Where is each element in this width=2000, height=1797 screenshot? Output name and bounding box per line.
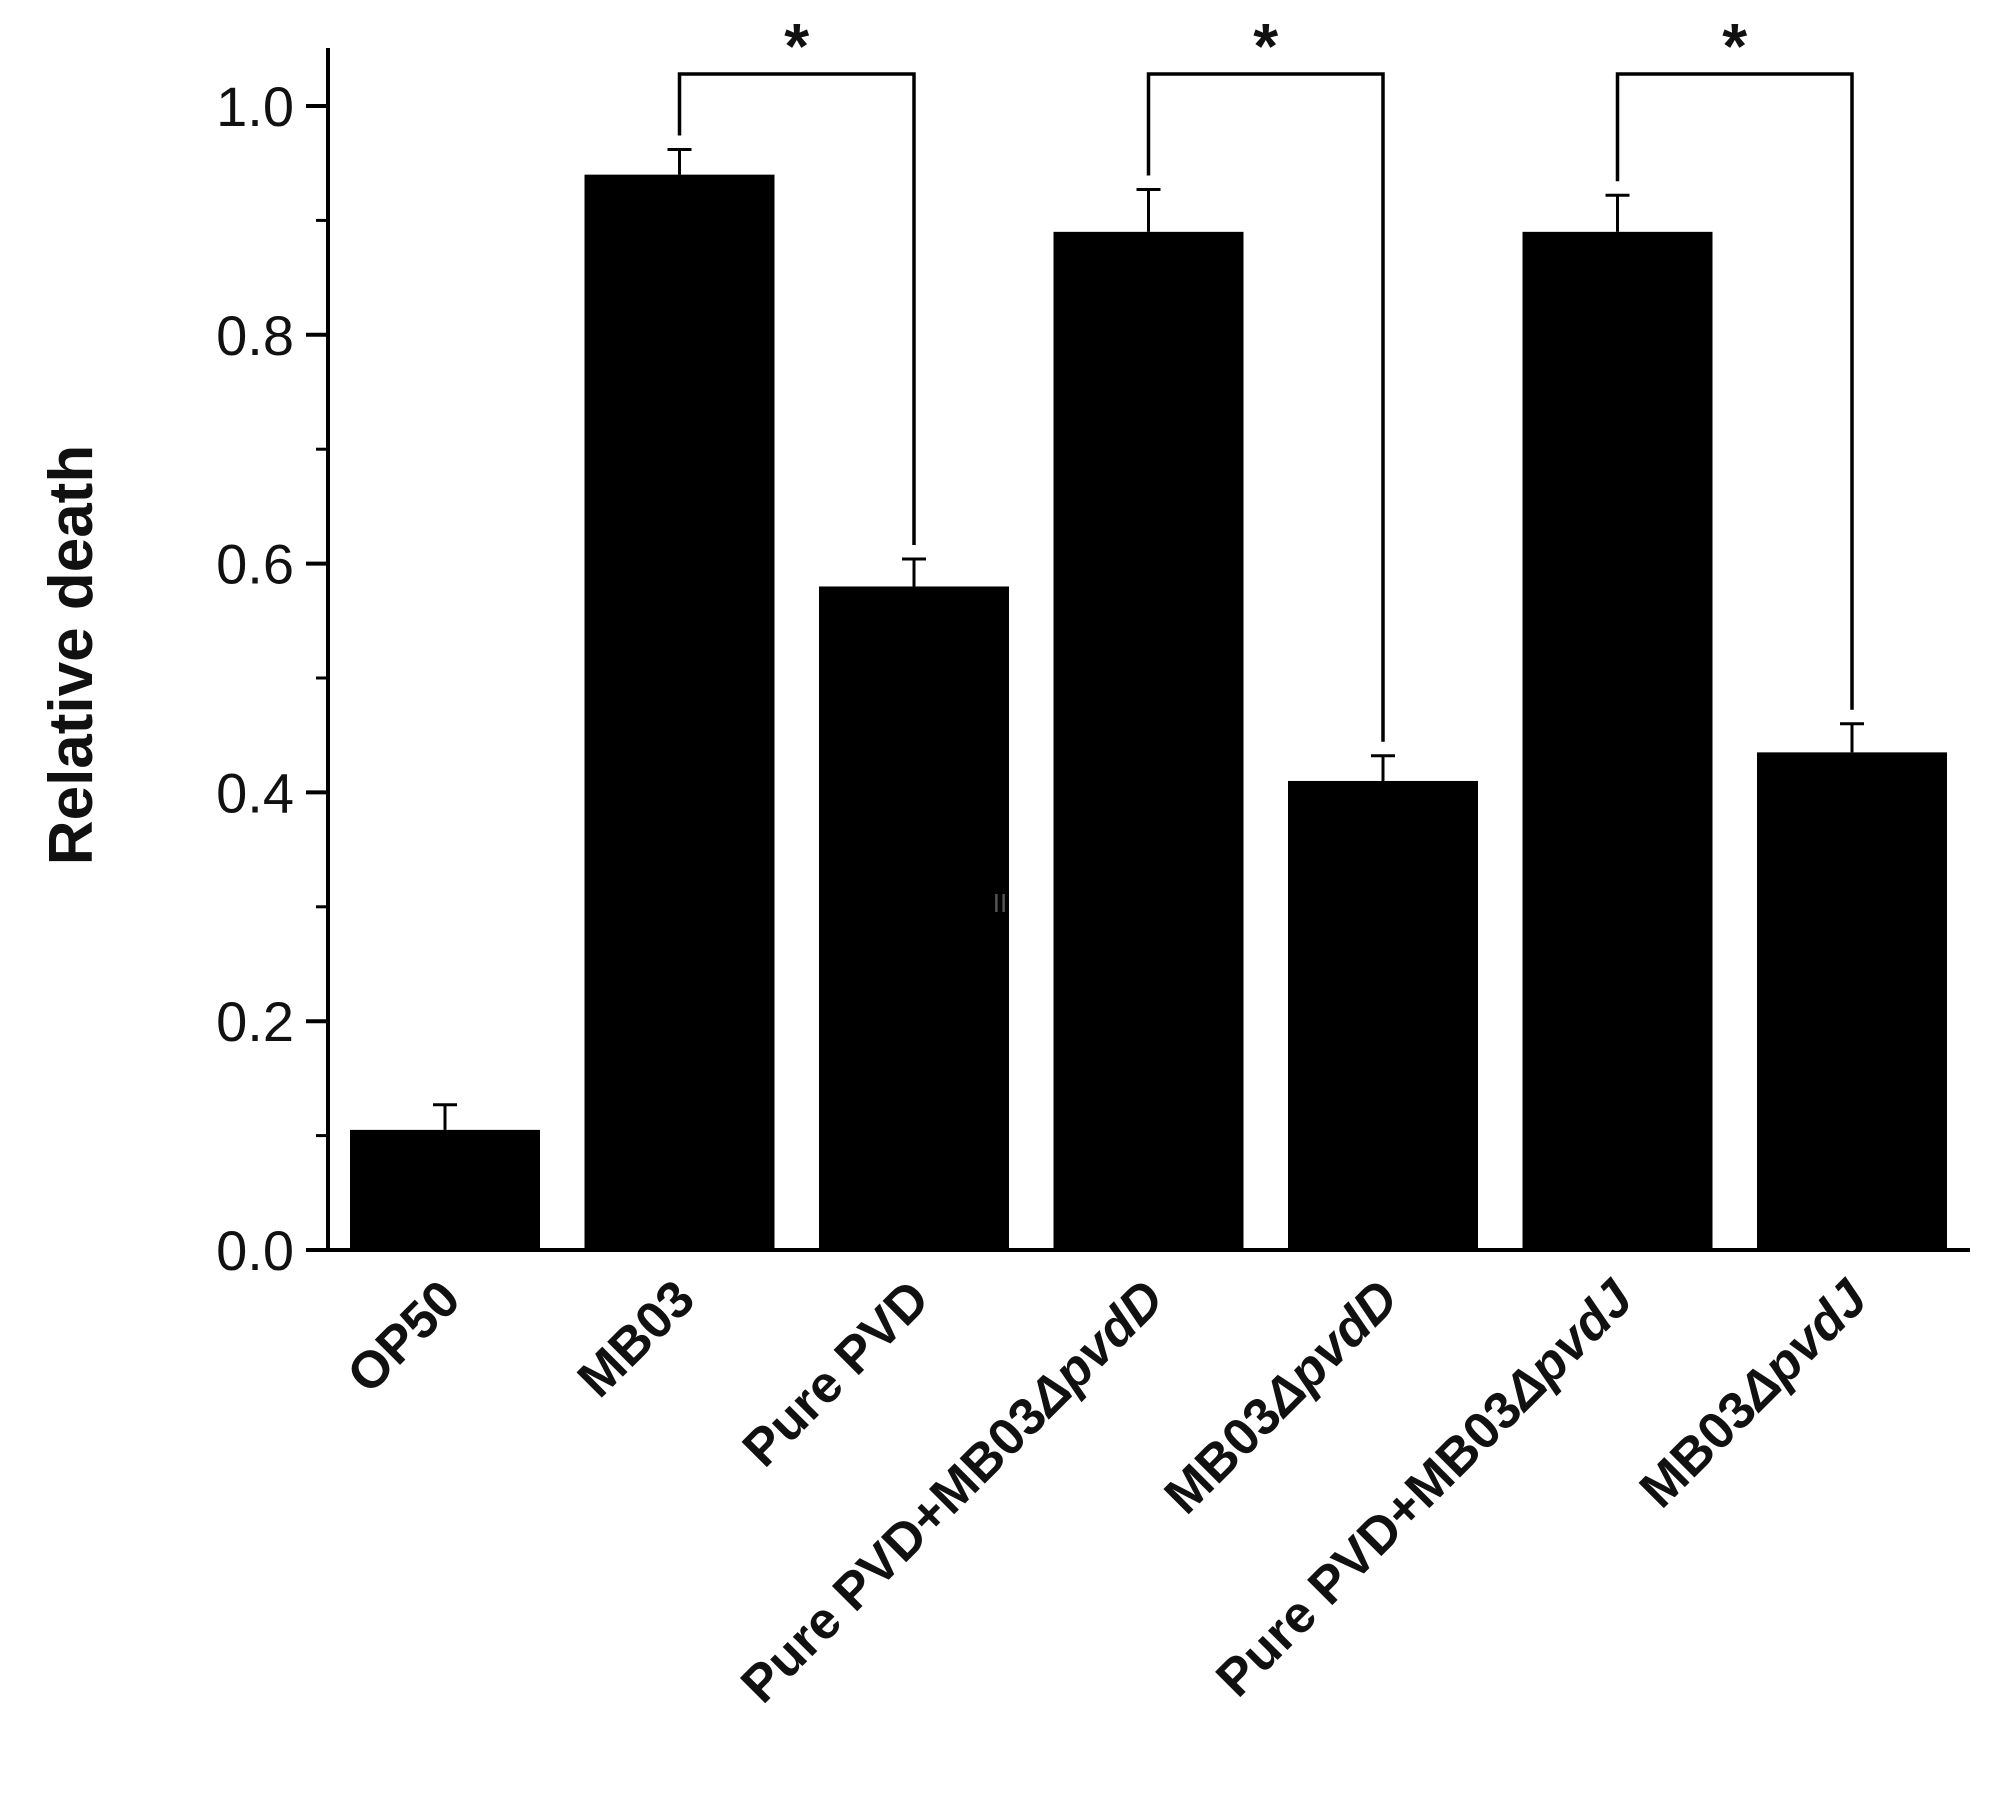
bars-group [350, 174, 1947, 1251]
x-tick-label-italic: ΔpvdD [1250, 1269, 1409, 1428]
x-tick-label-text: Pure PVD [732, 1269, 941, 1478]
y-tick-label: 1.0 [216, 75, 294, 138]
y-tick-label: 0.0 [216, 1219, 294, 1282]
error-bars-group [433, 147, 1864, 1130]
significance-bracket [1146, 72, 1385, 742]
y-axis-label: Relative death [37, 445, 106, 865]
x-tick-label-italic: ΔpvdJ [1491, 1269, 1645, 1423]
x-tick-label: MB03ΔpvdD [1154, 1269, 1410, 1525]
x-tick-label: MB03 [567, 1269, 706, 1408]
bar [1522, 231, 1713, 1251]
y-axis-ticks: 0.0 0.2 0.4 0.6 0.8 1.0 [216, 75, 328, 1282]
y-tick-label: 0.4 [216, 761, 294, 824]
x-tick-label: Pure PVD+MB03ΔpvdJ [1205, 1269, 1644, 1708]
bar [1053, 231, 1244, 1251]
significance-star: * [1722, 10, 1747, 82]
x-tick-label: Pure PVD+MB03ΔpvdD [730, 1269, 1175, 1714]
x-tick-label-italic: ΔpvdD [1016, 1269, 1175, 1428]
x-tick-label: OP50 [336, 1269, 471, 1404]
x-tick-label-text: OP50 [336, 1269, 471, 1404]
significance-group: * * * [677, 10, 1854, 742]
bar [584, 174, 775, 1250]
bar [1757, 752, 1947, 1250]
x-tick-label: Pure PVD [732, 1269, 941, 1478]
significance-star: * [1253, 10, 1278, 82]
significance-star: * [784, 10, 809, 82]
x-tick-label-text: MB03 [567, 1269, 706, 1408]
bar [819, 586, 1009, 1250]
bar [350, 1129, 540, 1250]
y-tick-label: 0.2 [216, 990, 294, 1053]
significance-bracket [677, 72, 916, 546]
significance-bracket [1615, 72, 1854, 710]
y-tick-label: 0.8 [216, 304, 294, 367]
y-tick-label: 0.6 [216, 533, 294, 596]
x-tick-label: MB03ΔpvdJ [1629, 1269, 1879, 1519]
annotation-mark: II [993, 888, 1007, 918]
bar [1288, 780, 1478, 1250]
x-tick-label-italic: ΔpvdJ [1726, 1269, 1880, 1423]
